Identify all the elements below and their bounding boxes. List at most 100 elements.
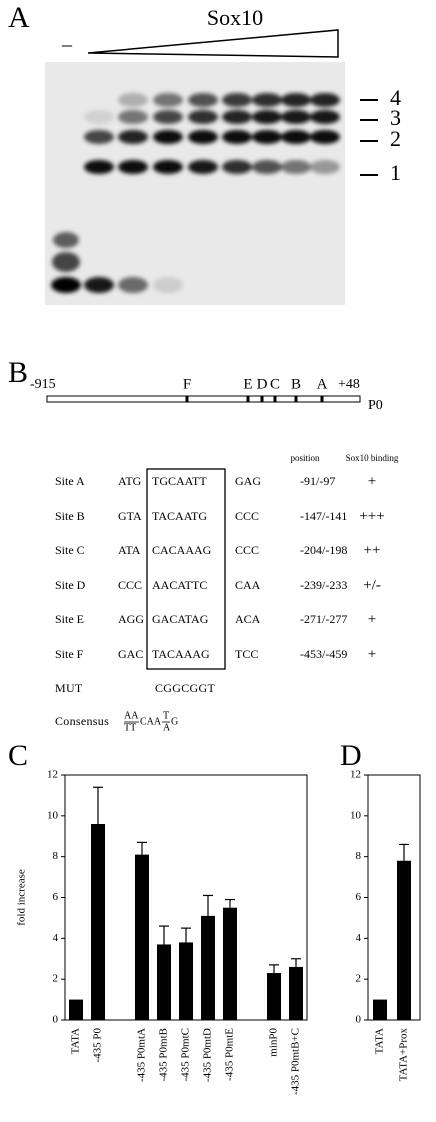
- gel-band: [153, 160, 183, 174]
- plot-frame: [367, 774, 421, 1021]
- bar: [135, 854, 149, 1020]
- flank-left: GAC: [118, 647, 143, 661]
- site-label: A: [317, 376, 328, 392]
- table-header: Sox10 binding: [346, 453, 399, 463]
- core-seq: TGCAATT: [152, 474, 207, 488]
- x-tick-label: -435 P0mtC: [180, 1028, 192, 1081]
- gel-band: [310, 110, 340, 124]
- bar: [201, 915, 215, 1020]
- y-tick-label: 0: [53, 1014, 59, 1026]
- gel-band: [188, 93, 218, 107]
- gel-band: [84, 277, 114, 293]
- gel-band: [153, 130, 183, 144]
- gel-band: [252, 110, 282, 124]
- site-name: Site E: [55, 612, 84, 626]
- flank-right: GAG: [235, 474, 261, 488]
- site-name: Site B: [55, 509, 85, 523]
- site-label: C: [270, 376, 280, 392]
- bar: [373, 999, 387, 1020]
- site-name: Site C: [55, 543, 85, 557]
- x-tick-label: -435 P0mtE: [224, 1028, 236, 1081]
- mut-seq: CGGCGGT: [155, 681, 215, 695]
- flank-right: CCC: [235, 509, 259, 523]
- site-marker: [246, 396, 250, 402]
- gel-band: [153, 277, 183, 293]
- bar: [179, 942, 193, 1020]
- gel-band: [118, 130, 148, 144]
- core-seq: GACATAG: [152, 612, 209, 626]
- binding-level: ++: [364, 542, 381, 558]
- y-tick-label: 2: [53, 973, 59, 985]
- gel-smear: [52, 252, 80, 272]
- gel-band: [118, 277, 148, 293]
- site-position: -204/-198: [300, 543, 347, 557]
- y-tick-label: 4: [356, 932, 362, 944]
- site-position: -453/-459: [300, 647, 347, 661]
- band-label: 3: [390, 105, 401, 130]
- flank-left: CCC: [118, 578, 142, 592]
- panel-label: A: [8, 1, 30, 34]
- site-label: E: [243, 376, 252, 392]
- bar: [157, 944, 171, 1020]
- flank-right: ACA: [235, 612, 261, 626]
- y-tick-label: 8: [356, 850, 362, 862]
- bar: [91, 824, 105, 1020]
- binding-level: +: [368, 646, 376, 662]
- band-label: 2: [390, 126, 401, 151]
- consensus-end: G: [171, 716, 178, 727]
- gel-band: [222, 160, 252, 174]
- y-axis-label: fold increase: [16, 869, 28, 926]
- panel-label: B: [8, 356, 28, 389]
- y-tick-label: 4: [53, 932, 59, 944]
- gel-bands: [51, 93, 340, 293]
- site-position: -239/-233: [300, 578, 347, 592]
- bar: [267, 973, 281, 1020]
- x-tick-label: minP0: [268, 1028, 280, 1057]
- gel-band: [281, 130, 311, 144]
- table-header: position: [290, 453, 320, 463]
- bar: [397, 860, 411, 1020]
- control-label: –: [61, 34, 73, 56]
- flank-left: ATA: [118, 543, 141, 557]
- site-marker: [273, 396, 277, 402]
- site-label: F: [183, 376, 191, 392]
- gel-band: [153, 110, 183, 124]
- gel-band: [281, 93, 311, 107]
- gel-band: [118, 110, 148, 124]
- gel-smear: [53, 232, 79, 248]
- gel-band: [84, 110, 114, 124]
- gel-band: [252, 130, 282, 144]
- site-position: -147/-141: [300, 509, 347, 523]
- flank-left: ATG: [118, 474, 142, 488]
- site-label: D: [257, 376, 268, 392]
- x-tick-label: -435 P0mtB: [158, 1028, 170, 1081]
- flank-left: GTA: [118, 509, 142, 523]
- gel-band: [310, 130, 340, 144]
- binding-level: +: [368, 611, 376, 627]
- consensus-top: T: [163, 710, 169, 721]
- binding-level: +: [368, 473, 376, 489]
- core-seq: TACAATG: [152, 509, 207, 523]
- consensus-bottom: A: [163, 722, 171, 733]
- gel-band: [118, 160, 148, 174]
- core-seq: TACAAAG: [152, 647, 210, 661]
- x-tick-label: TATA+Prox: [398, 1028, 410, 1082]
- site-name: Site F: [55, 647, 84, 661]
- map-end: +48: [338, 377, 360, 392]
- site-marker: [294, 396, 298, 402]
- site-position: -271/-277: [300, 612, 347, 626]
- panel-label: D: [340, 739, 362, 772]
- bar: [223, 907, 237, 1020]
- site-name: Site A: [55, 474, 85, 488]
- consensus-top: AA: [124, 710, 139, 721]
- y-tick-label: 6: [53, 891, 59, 903]
- gel-band: [84, 160, 114, 174]
- x-tick-label: -435 P0mtD: [202, 1028, 214, 1082]
- y-tick-label: 10: [47, 809, 59, 821]
- flank-right: CCC: [235, 543, 259, 557]
- gel-band: [188, 160, 218, 174]
- binding-level: +/-: [363, 577, 381, 593]
- x-tick-label: TATA: [70, 1028, 82, 1054]
- core-box: [146, 468, 226, 670]
- x-tick-label: -435 P0mtA: [136, 1028, 148, 1082]
